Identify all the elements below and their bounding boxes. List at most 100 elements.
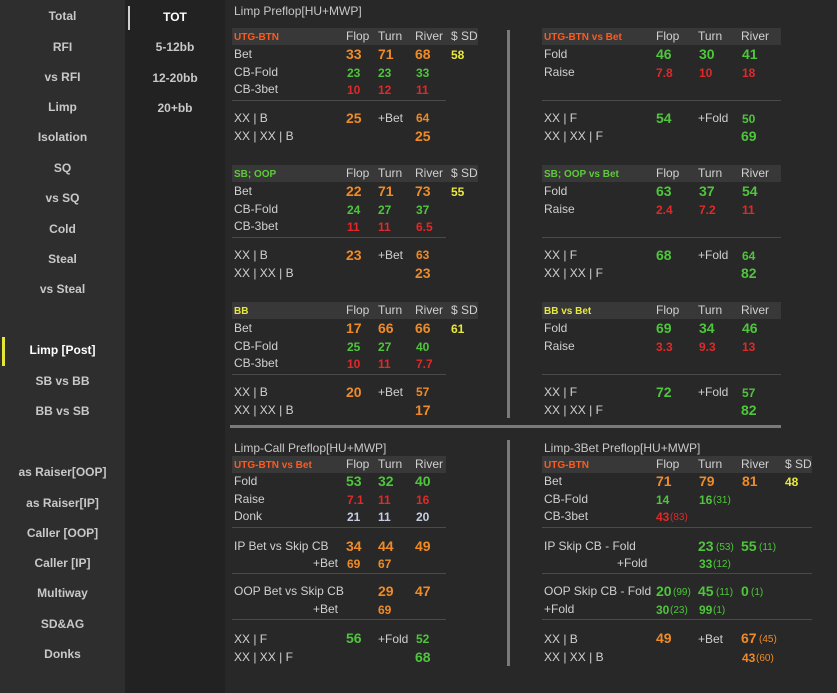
stat-value[interactable]: 66: [378, 320, 394, 336]
stat-value[interactable]: 22: [346, 183, 362, 199]
stat-value[interactable]: 49: [415, 538, 431, 554]
stat-value[interactable]: 69: [347, 557, 361, 571]
stat-value[interactable]: 23: [378, 66, 392, 80]
nav-cold[interactable]: Cold: [49, 222, 76, 236]
stat-value[interactable]: 71: [656, 473, 672, 489]
stat-value[interactable]: 56: [346, 630, 362, 646]
stat-value[interactable]: 71: [378, 46, 394, 62]
stat-value[interactable]: 66: [415, 320, 431, 336]
stat-value[interactable]: 69: [741, 128, 757, 144]
stat-value[interactable]: 7.8: [656, 66, 673, 80]
stat-value[interactable]: 11: [378, 220, 391, 234]
stat-value[interactable]: 23: [347, 66, 361, 80]
stat-value[interactable]: 50: [742, 112, 756, 126]
stat-value[interactable]: 16: [416, 493, 430, 507]
stat-value[interactable]: 7.1: [347, 493, 364, 507]
stat-value[interactable]: 37: [699, 183, 715, 199]
stat-value[interactable]: 20: [656, 583, 672, 599]
stat-value[interactable]: 23: [698, 538, 714, 554]
stat-value[interactable]: 79: [699, 473, 715, 489]
stat-value[interactable]: 11: [416, 83, 429, 97]
stat-value[interactable]: 46: [742, 320, 758, 336]
stat-value[interactable]: 63: [656, 183, 672, 199]
stat-value[interactable]: 21: [347, 510, 361, 524]
stat-value[interactable]: 23: [346, 247, 362, 263]
nav-as-raiser-oop[interactable]: as Raiser[OOP]: [18, 465, 107, 479]
nav-sq[interactable]: SQ: [53, 161, 72, 175]
stat-value[interactable]: 49: [656, 630, 672, 646]
stat-value[interactable]: 10: [347, 83, 361, 97]
stat-value[interactable]: 55: [451, 185, 465, 199]
stat-value[interactable]: 58: [451, 48, 465, 62]
stat-value[interactable]: 44: [378, 538, 394, 554]
stat-value[interactable]: 14: [656, 493, 670, 507]
stat-value[interactable]: 25: [347, 340, 361, 354]
nav-vs-rfi[interactable]: vs RFI: [44, 70, 81, 84]
stat-value[interactable]: 10: [699, 66, 713, 80]
nav-donks[interactable]: Donks: [44, 647, 81, 661]
nav-limp-post[interactable]: Limp [Post]: [29, 343, 96, 357]
stat-value[interactable]: 68: [656, 247, 672, 263]
stat-value[interactable]: 2.4: [656, 203, 673, 217]
stat-value[interactable]: 29: [378, 583, 394, 599]
stack-5-12bb[interactable]: 5-12bb: [155, 40, 195, 54]
stat-value[interactable]: 11: [378, 357, 391, 371]
stat-value[interactable]: 40: [416, 340, 430, 354]
stat-value[interactable]: 64: [742, 249, 756, 263]
stat-value[interactable]: 11: [347, 220, 360, 234]
stat-value[interactable]: 99: [699, 603, 713, 617]
stat-value[interactable]: 69: [378, 603, 392, 617]
stat-value[interactable]: 33: [699, 557, 713, 571]
stat-value[interactable]: 68: [415, 649, 431, 665]
stat-value[interactable]: 82: [741, 265, 757, 281]
stat-value[interactable]: 3.3: [656, 340, 673, 354]
stat-value[interactable]: 11: [378, 493, 391, 507]
nav-sd-ag[interactable]: SD&AG: [40, 617, 85, 631]
stat-value[interactable]: 57: [742, 386, 756, 400]
stat-value[interactable]: 43: [742, 651, 756, 665]
stat-value[interactable]: 82: [741, 402, 757, 418]
stat-value[interactable]: 81: [742, 473, 758, 489]
stat-value[interactable]: 61: [451, 322, 465, 336]
stat-value[interactable]: 47: [415, 583, 431, 599]
stat-value[interactable]: 54: [742, 183, 758, 199]
stat-value[interactable]: 68: [415, 46, 431, 62]
stat-value[interactable]: 9.3: [699, 340, 716, 354]
stat-value[interactable]: 53: [346, 473, 362, 489]
stat-value[interactable]: 6.5: [416, 220, 433, 234]
stat-value[interactable]: 10: [347, 357, 361, 371]
stat-value[interactable]: 7.7: [416, 357, 433, 371]
nav-isolation[interactable]: Isolation: [37, 130, 88, 144]
nav-vs-steal[interactable]: vs Steal: [39, 282, 86, 296]
stat-value[interactable]: 73: [415, 183, 431, 199]
stack-12-20bb[interactable]: 12-20bb: [152, 71, 198, 85]
nav-total[interactable]: Total: [48, 9, 77, 23]
stat-value[interactable]: 43: [656, 510, 670, 524]
nav-sb-vs-bb[interactable]: SB vs BB: [35, 374, 90, 388]
nav-caller-oop[interactable]: Caller [OOP]: [26, 526, 99, 540]
stat-value[interactable]: 23: [415, 265, 431, 281]
nav-steal[interactable]: Steal: [48, 252, 77, 266]
stat-value[interactable]: 7.2: [699, 203, 716, 217]
stat-value[interactable]: 17: [415, 402, 431, 418]
stat-value[interactable]: 71: [378, 183, 394, 199]
stat-value[interactable]: 57: [416, 385, 430, 399]
stat-value[interactable]: 11: [378, 510, 391, 524]
stat-value[interactable]: 16: [699, 493, 713, 507]
stat-value[interactable]: 67: [378, 557, 392, 571]
stat-value[interactable]: 13: [742, 340, 756, 354]
stat-value[interactable]: 25: [346, 110, 362, 126]
stat-value[interactable]: 0: [741, 583, 749, 599]
stat-value[interactable]: 24: [347, 203, 361, 217]
stat-value[interactable]: 52: [416, 632, 430, 646]
stat-value[interactable]: 30: [656, 603, 670, 617]
stat-value[interactable]: 33: [416, 66, 430, 80]
nav-bb-vs-sb[interactable]: BB vs SB: [35, 404, 90, 418]
nav-rfi[interactable]: RFI: [52, 40, 73, 54]
stat-value[interactable]: 11: [742, 203, 755, 217]
stat-value[interactable]: 12: [378, 83, 392, 97]
stat-value[interactable]: 34: [346, 538, 362, 554]
nav-as-raiser-ip[interactable]: as Raiser[IP]: [26, 496, 99, 510]
stat-value[interactable]: 30: [699, 46, 715, 62]
stat-value[interactable]: 37: [416, 203, 430, 217]
